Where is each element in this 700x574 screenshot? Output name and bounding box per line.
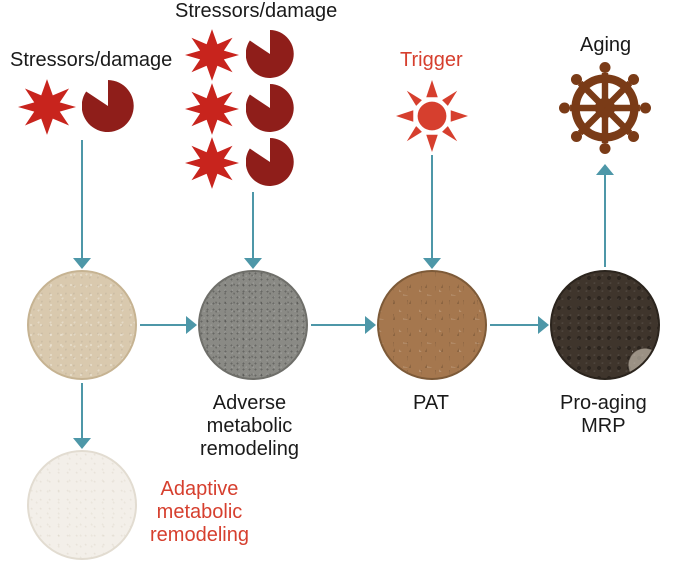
arrow-head-icon bbox=[423, 258, 441, 269]
label-stressors-1: Stressors/damage bbox=[10, 49, 172, 72]
arrow-head-icon bbox=[73, 258, 91, 269]
arrow-head-icon bbox=[538, 316, 549, 334]
burst-icon bbox=[18, 78, 76, 136]
pacman-icon bbox=[246, 138, 294, 186]
burst-icon bbox=[185, 82, 239, 136]
arrow-icon bbox=[140, 324, 188, 326]
arrow-icon bbox=[431, 155, 433, 260]
arrow-head-icon bbox=[596, 164, 614, 175]
label-aging: Aging bbox=[580, 34, 631, 57]
arrow-icon bbox=[81, 140, 83, 260]
wheel-icon bbox=[559, 62, 651, 154]
label-stressors-2: Stressors/damage bbox=[175, 0, 337, 23]
arrow-head-icon bbox=[365, 316, 376, 334]
pacman-icon bbox=[246, 30, 294, 78]
label-adaptive: Adaptive metabolic remodeling bbox=[150, 478, 249, 547]
label-trigger: Trigger bbox=[400, 49, 463, 72]
arrow-icon bbox=[81, 383, 83, 440]
burst-icon bbox=[185, 136, 239, 190]
arrow-head-icon bbox=[73, 438, 91, 449]
label-proaging: Pro-aging MRP bbox=[560, 392, 647, 438]
label-pat: PAT bbox=[413, 392, 449, 415]
pacman-icon bbox=[246, 84, 294, 132]
state-proaging bbox=[550, 270, 660, 380]
arrow-icon bbox=[252, 192, 254, 260]
state-adaptive bbox=[27, 450, 137, 560]
sun-icon bbox=[396, 80, 468, 152]
arrow-head-icon bbox=[186, 316, 197, 334]
arrow-icon bbox=[490, 324, 540, 326]
state-pat bbox=[377, 270, 487, 380]
label-adverse: Adverse metabolic remodeling bbox=[200, 392, 299, 461]
state-healthy bbox=[27, 270, 137, 380]
arrow-head-icon bbox=[244, 258, 262, 269]
arrow-icon bbox=[604, 175, 606, 267]
arrow-icon bbox=[311, 324, 367, 326]
pacman-icon bbox=[82, 80, 134, 132]
burst-icon bbox=[185, 28, 239, 82]
state-adverse bbox=[198, 270, 308, 380]
